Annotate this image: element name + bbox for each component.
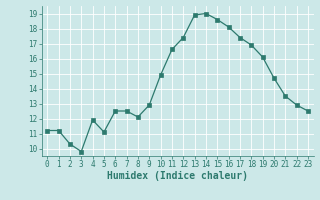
X-axis label: Humidex (Indice chaleur): Humidex (Indice chaleur) (107, 171, 248, 181)
